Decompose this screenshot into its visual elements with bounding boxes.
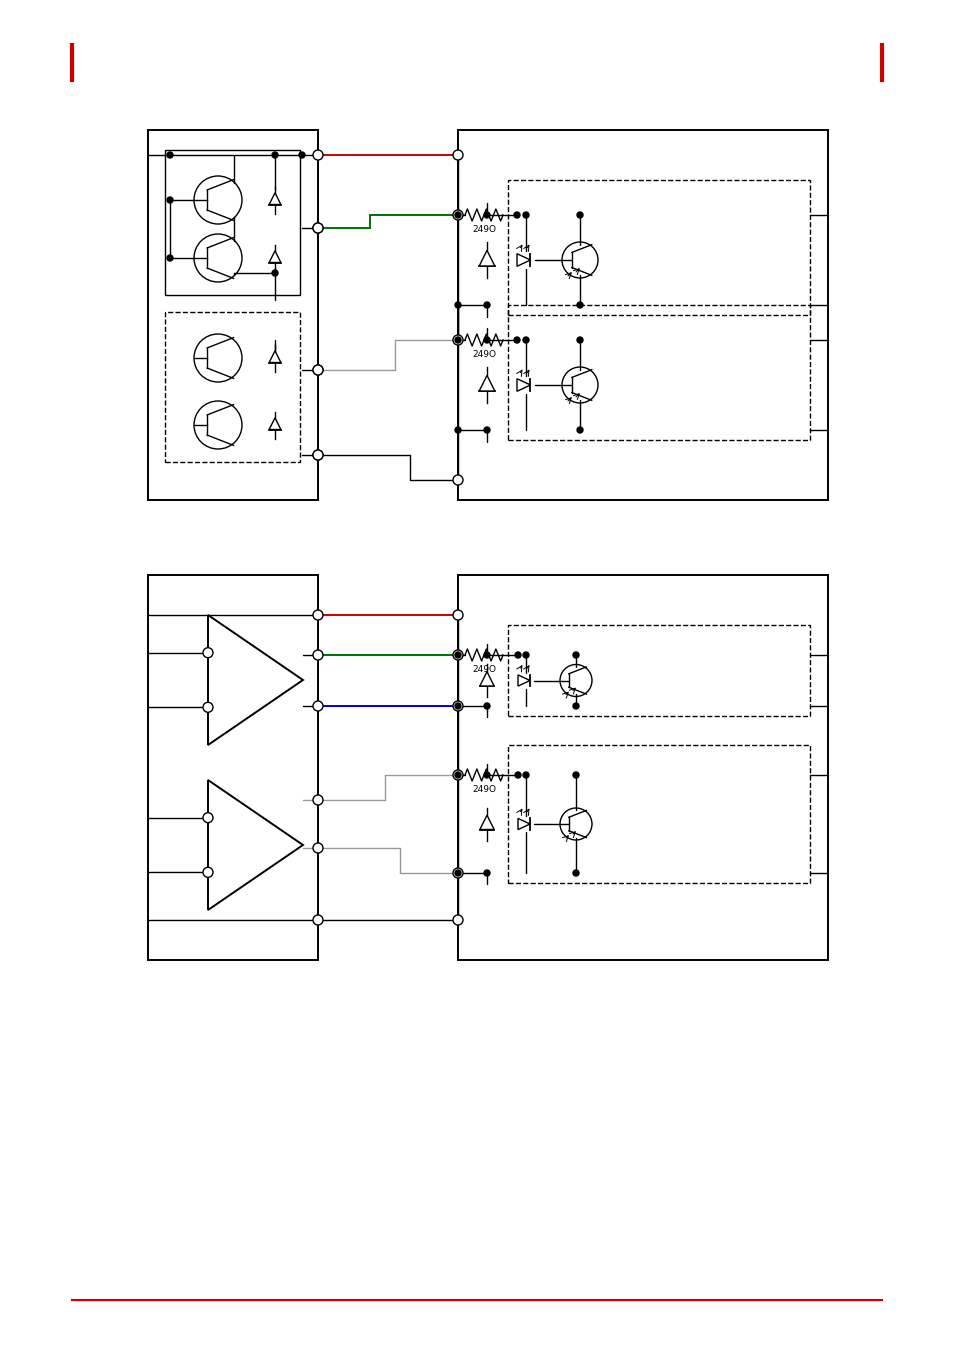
Polygon shape: [517, 675, 530, 685]
Polygon shape: [269, 350, 280, 362]
Circle shape: [313, 650, 323, 660]
Text: 249O: 249O: [472, 224, 496, 234]
Circle shape: [313, 365, 323, 375]
Bar: [507, 745, 809, 883]
Polygon shape: [517, 818, 530, 830]
Circle shape: [522, 212, 529, 218]
Circle shape: [455, 772, 460, 777]
Circle shape: [453, 610, 462, 621]
Circle shape: [453, 210, 462, 220]
Bar: [457, 575, 827, 960]
Polygon shape: [479, 815, 494, 830]
Circle shape: [577, 427, 582, 433]
Circle shape: [455, 301, 460, 308]
Polygon shape: [517, 379, 530, 391]
Circle shape: [455, 212, 460, 218]
Circle shape: [455, 652, 460, 658]
Bar: [148, 130, 317, 500]
Circle shape: [167, 151, 172, 158]
Circle shape: [455, 427, 460, 433]
Circle shape: [313, 610, 323, 621]
Polygon shape: [269, 418, 280, 430]
Circle shape: [483, 869, 490, 876]
Circle shape: [203, 648, 213, 657]
Circle shape: [455, 703, 460, 708]
Circle shape: [313, 795, 323, 804]
Polygon shape: [269, 251, 280, 262]
Circle shape: [453, 915, 462, 925]
Circle shape: [453, 650, 462, 660]
Circle shape: [272, 151, 277, 158]
Circle shape: [167, 197, 172, 203]
Circle shape: [313, 450, 323, 460]
Circle shape: [313, 844, 323, 853]
Circle shape: [522, 652, 529, 658]
Circle shape: [483, 772, 490, 777]
Circle shape: [522, 772, 529, 777]
Circle shape: [577, 337, 582, 343]
Bar: [507, 306, 809, 439]
Circle shape: [453, 150, 462, 160]
Circle shape: [483, 427, 490, 433]
Circle shape: [313, 700, 323, 711]
Bar: [507, 180, 809, 315]
Circle shape: [483, 337, 490, 343]
Circle shape: [515, 652, 520, 658]
Circle shape: [577, 212, 582, 218]
Circle shape: [313, 450, 323, 460]
Polygon shape: [517, 254, 530, 266]
Polygon shape: [478, 250, 495, 266]
Circle shape: [298, 151, 305, 158]
Circle shape: [483, 652, 490, 658]
Circle shape: [573, 772, 578, 777]
Circle shape: [313, 915, 323, 925]
Bar: [165, 150, 299, 295]
Text: 249O: 249O: [472, 665, 496, 675]
Bar: [507, 625, 809, 717]
Circle shape: [453, 700, 462, 711]
Circle shape: [577, 301, 582, 308]
Circle shape: [167, 256, 172, 261]
Circle shape: [515, 772, 520, 777]
Polygon shape: [269, 193, 280, 204]
Bar: [165, 312, 299, 462]
Bar: [457, 130, 827, 500]
Circle shape: [573, 703, 578, 708]
Circle shape: [453, 335, 462, 345]
Circle shape: [453, 868, 462, 877]
Polygon shape: [478, 376, 495, 391]
Circle shape: [455, 337, 460, 343]
Circle shape: [313, 223, 323, 233]
Circle shape: [573, 652, 578, 658]
Circle shape: [453, 475, 462, 485]
Text: 249O: 249O: [472, 786, 496, 794]
Circle shape: [514, 212, 519, 218]
Circle shape: [455, 869, 460, 876]
Circle shape: [483, 703, 490, 708]
Circle shape: [203, 702, 213, 713]
Circle shape: [483, 212, 490, 218]
Circle shape: [514, 337, 519, 343]
Text: 249O: 249O: [472, 350, 496, 360]
Circle shape: [313, 150, 323, 160]
Bar: [148, 575, 317, 960]
Circle shape: [313, 365, 323, 375]
Circle shape: [203, 813, 213, 823]
Circle shape: [313, 223, 323, 233]
Circle shape: [453, 771, 462, 780]
Circle shape: [203, 867, 213, 877]
Circle shape: [573, 869, 578, 876]
Circle shape: [522, 337, 529, 343]
Polygon shape: [479, 672, 494, 685]
Circle shape: [483, 301, 490, 308]
Circle shape: [272, 270, 277, 276]
